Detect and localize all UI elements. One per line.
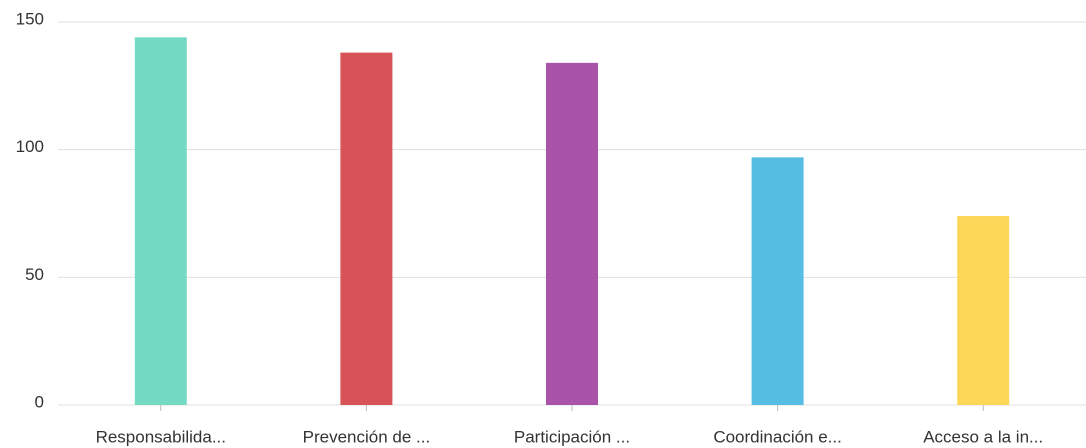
x-tick-label: Coordinación e... <box>713 427 842 446</box>
bar <box>751 157 804 405</box>
y-tick-label: 100 <box>16 137 44 156</box>
bar <box>134 37 187 405</box>
x-tick-label: Acceso a la in... <box>923 427 1043 446</box>
y-tick-label: 0 <box>35 392 44 411</box>
bar <box>546 62 598 405</box>
x-tick-label: Responsabilida... <box>96 427 226 446</box>
bar <box>340 52 393 405</box>
y-tick-label: 50 <box>25 265 44 284</box>
x-tick-label: Prevención de ... <box>303 427 431 446</box>
x-tick-label: Participación ... <box>514 427 630 446</box>
bar <box>957 216 1010 405</box>
y-tick-label: 150 <box>16 9 44 28</box>
